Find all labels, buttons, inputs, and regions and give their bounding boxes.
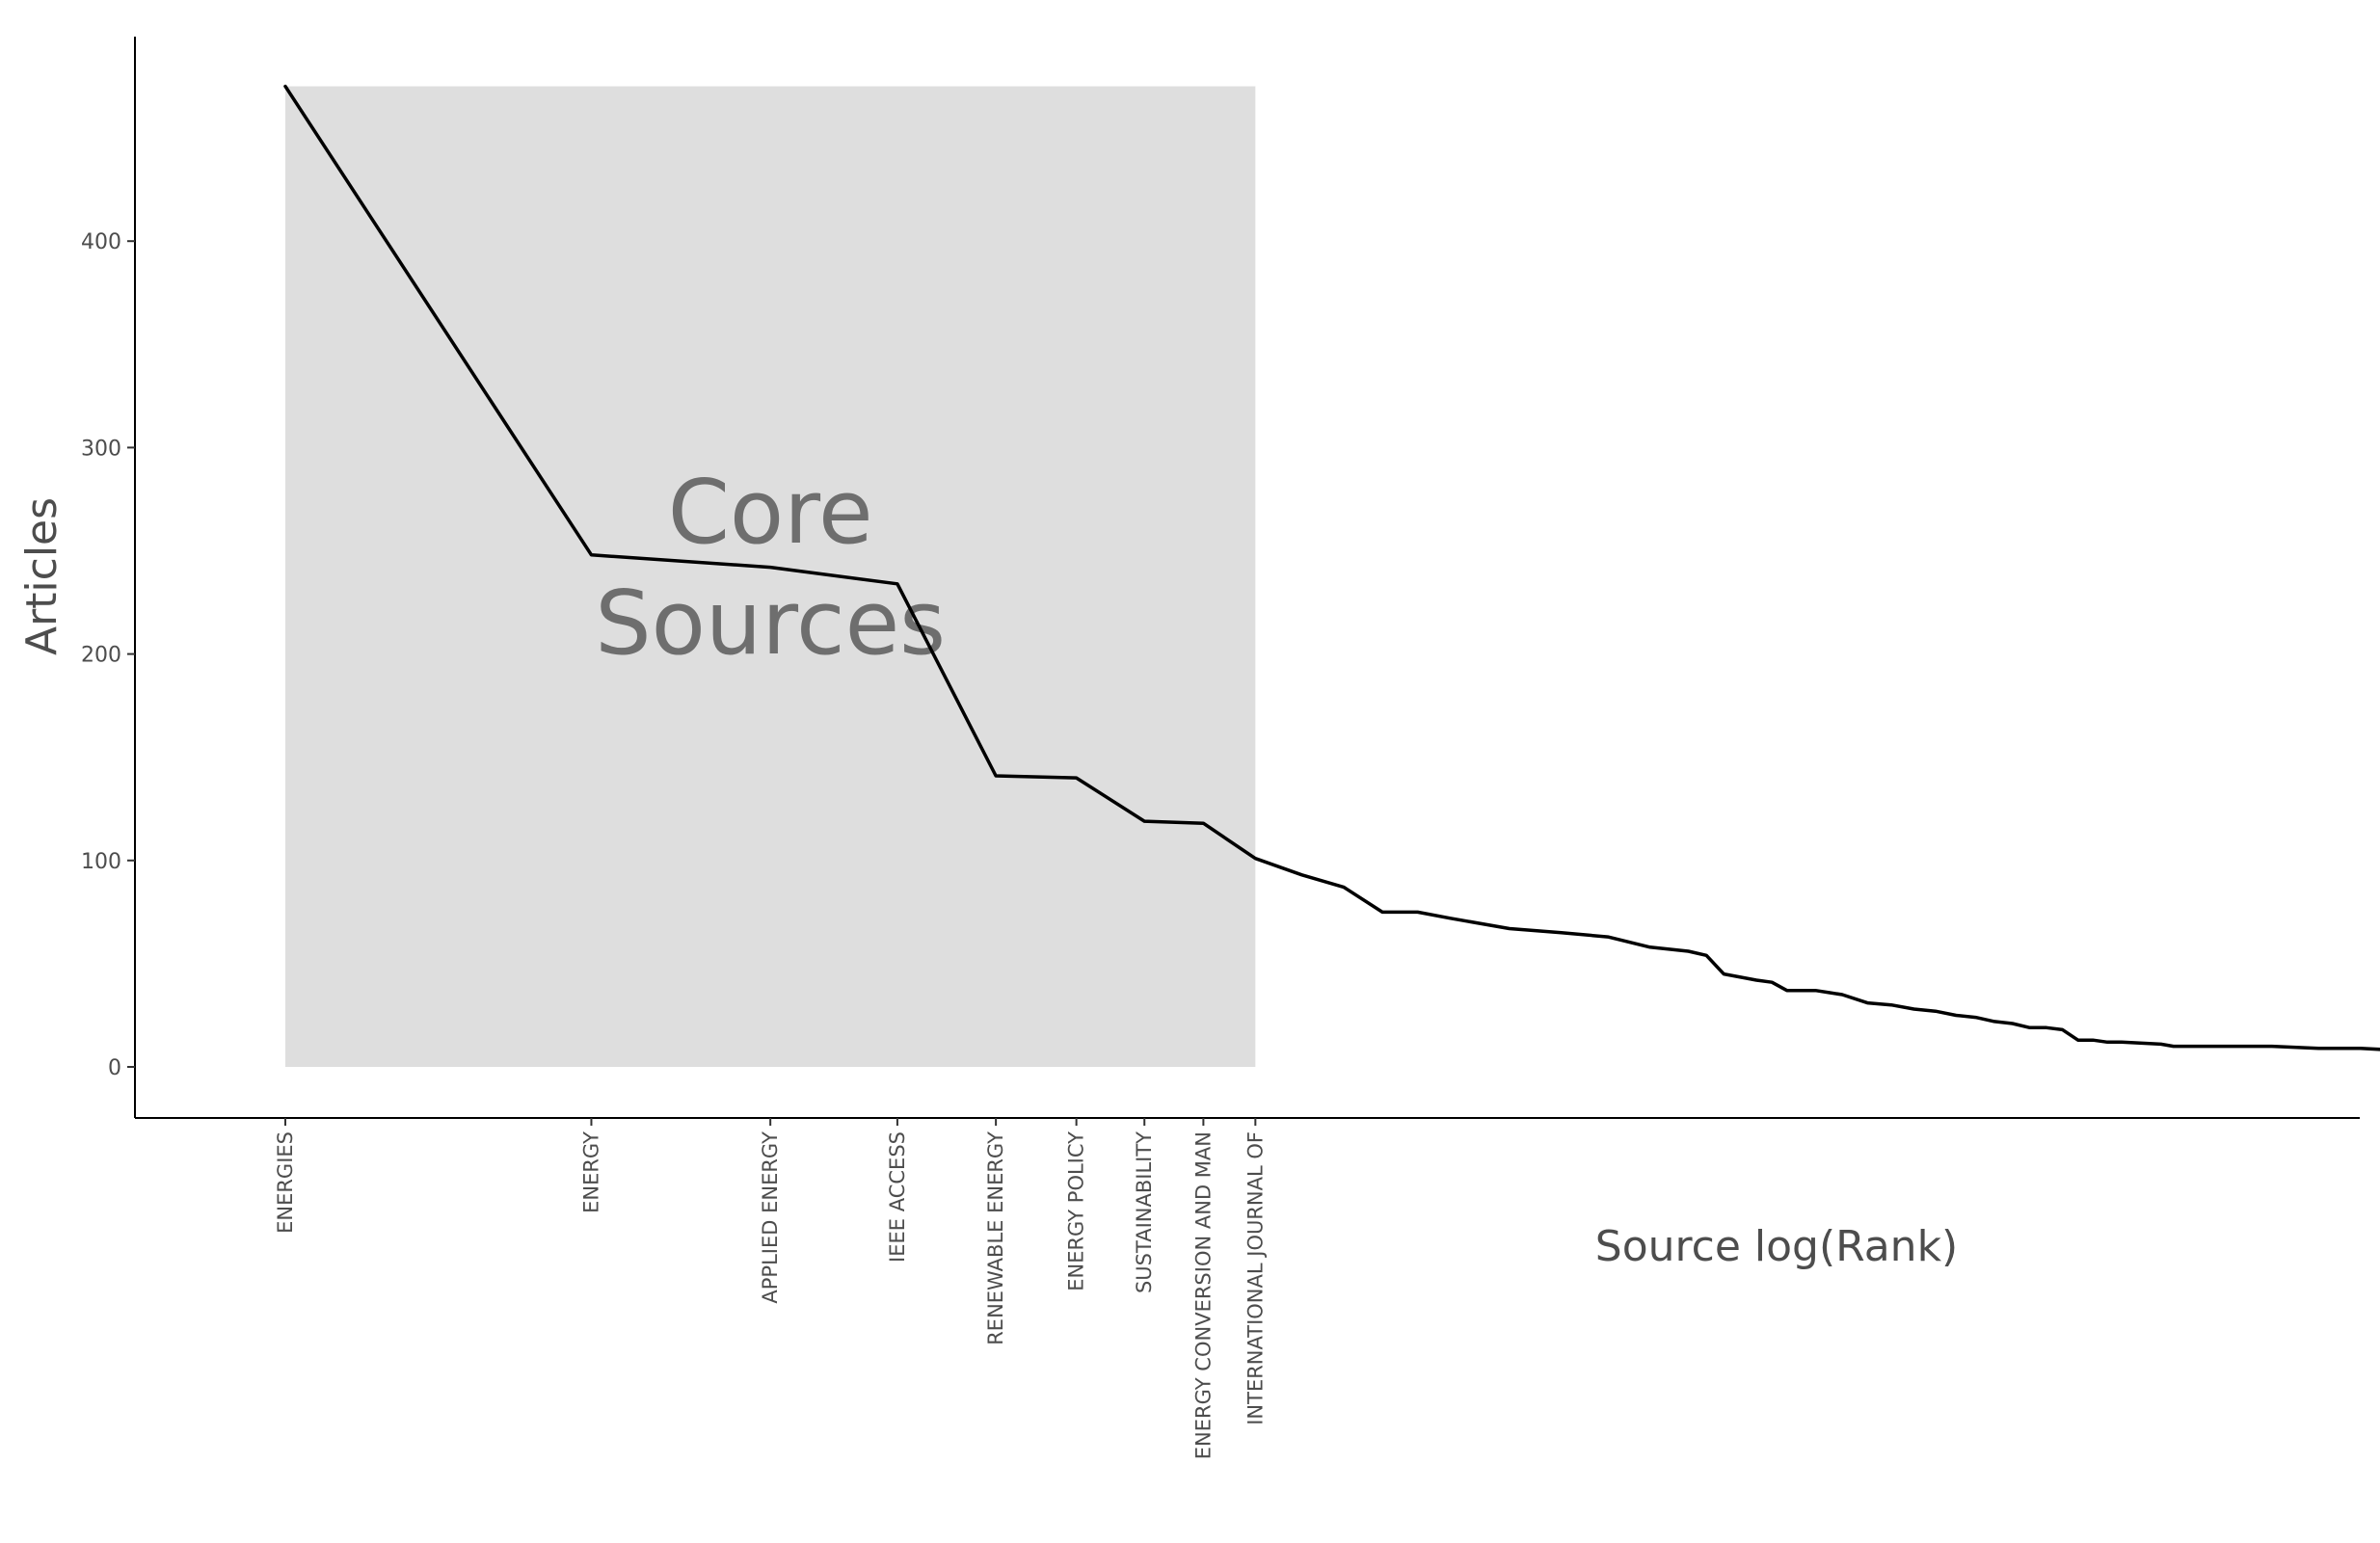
axes-layer [134,37,2360,1119]
core-sources-label-line: Sources [595,572,946,675]
x-axis-title: Source log(Rank) [1595,1222,1958,1271]
x-tick-label: IEEE ACCESS [886,1131,909,1263]
y-tick-label: 100 [81,850,121,874]
y-tick-label: 0 [108,1056,121,1080]
x-tick-label: ENERGY CONVERSION AND MAN [1191,1131,1215,1459]
x-tick-label: ENERGY POLICY [1065,1131,1088,1291]
x-tick-label: INTERNATIONAL JOURNAL OF [1243,1131,1267,1425]
series-line-layer [283,84,2380,1051]
core-sources-label-line: Core [668,461,873,564]
x-tick-label: ENERGIES [274,1131,297,1234]
y-tick-layer: 0 100 200 300 400 [81,230,135,1080]
core-sources-layer [285,86,1256,1068]
articles-series-line [283,84,2380,1051]
x-tick-label: APPLIED ENERGY [759,1131,782,1304]
y-tick-label: 400 [81,230,121,254]
y-tick-label: 200 [81,644,121,668]
y-axis-title: Articles [17,497,67,655]
x-tick-label: SUSTAINABILITY [1133,1131,1156,1293]
core-sources-region [285,86,1256,1068]
x-tick-layer: ENERGIES ENERGY APPLIED ENERGY IEEE ACCESS R… [274,1118,1267,1459]
y-tick-label: 300 [81,437,121,461]
x-tick-label: RENEWABLE ENERGY [984,1131,1007,1345]
x-tick-label: ENERGY [579,1131,602,1213]
